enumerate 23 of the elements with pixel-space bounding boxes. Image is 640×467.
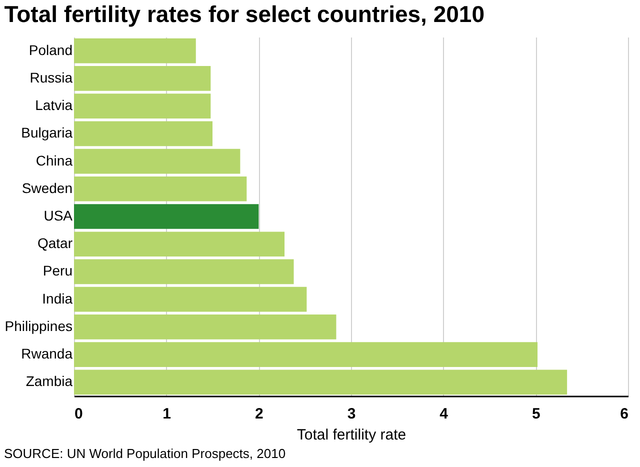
x-tick-label: 2	[254, 406, 264, 422]
source-note: SOURCE: UN World Population Prospects, 2010	[4, 446, 286, 461]
y-tick-label: Bulgaria	[21, 124, 73, 141]
x-tick-label: 5	[532, 406, 540, 422]
x-tick-label: 0	[74, 406, 83, 422]
x-tick-label: 4	[440, 406, 449, 422]
y-tick-label: Philippines	[4, 318, 72, 334]
y-tick-label: Zambia	[26, 373, 73, 390]
y-tick-label: Latvia	[35, 97, 73, 114]
y-tick-label: Peru	[42, 262, 72, 279]
y-tick-label: USA	[44, 208, 74, 224]
chart-title: Total fertility rates for select countries, 2010	[4, 1, 484, 27]
x-tick-label: 1	[162, 406, 172, 422]
y-tick-label: Sweden	[22, 180, 72, 196]
y-tick-label: Poland	[28, 42, 72, 58]
y-tick-label: India	[42, 290, 73, 306]
x-axis-title: Total fertility rate	[296, 426, 406, 444]
x-tick-label: 6	[620, 406, 628, 422]
y-tick-label: Russia	[30, 69, 73, 86]
y-tick-label: Rwanda	[21, 346, 73, 362]
x-tick-label: 3	[347, 406, 356, 422]
y-tick-label: China	[36, 152, 73, 168]
y-tick-label: Qatar	[37, 235, 73, 252]
